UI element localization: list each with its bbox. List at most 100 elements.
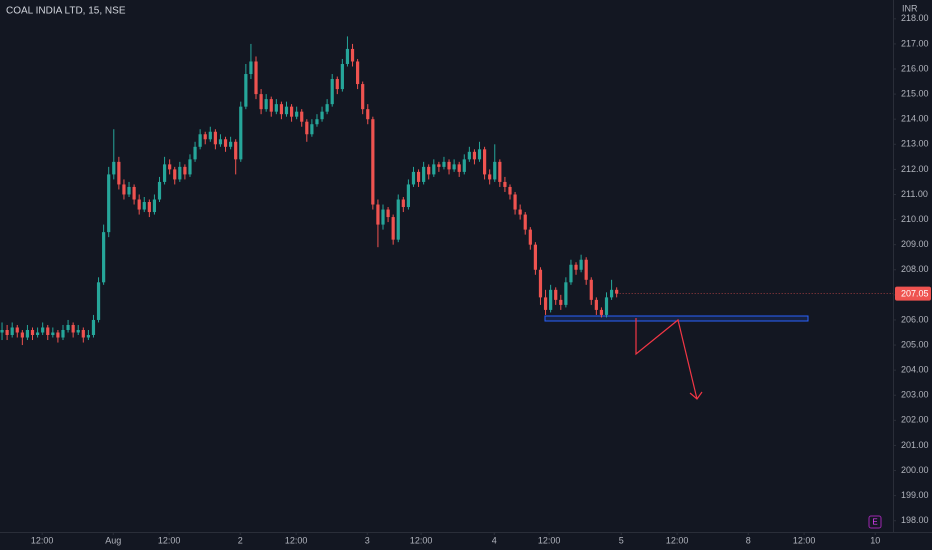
candle-body xyxy=(203,134,207,140)
candle-body xyxy=(518,209,522,215)
candle-body xyxy=(96,282,101,320)
candle-body xyxy=(193,146,197,160)
candle-body xyxy=(503,181,507,187)
candle-body xyxy=(411,171,416,185)
y-tick-label: 210.00 xyxy=(901,214,929,224)
y-tick-label: 208.00 xyxy=(901,264,929,274)
x-tick-label: 10 xyxy=(870,535,880,545)
candle-body xyxy=(391,217,395,240)
candle-body xyxy=(168,164,172,170)
candle-body xyxy=(162,164,167,182)
x-tick-label: 3 xyxy=(365,535,370,545)
candle-body xyxy=(609,289,614,298)
candle-body xyxy=(76,329,80,333)
candle-body xyxy=(335,79,339,90)
event-badge[interactable]: E xyxy=(872,518,877,527)
y-tick-label: 216.00 xyxy=(901,63,929,73)
candle-body xyxy=(157,181,162,200)
currency-label: INR xyxy=(902,3,918,13)
candle-body xyxy=(61,329,65,338)
candle-body xyxy=(56,332,60,338)
candle-body xyxy=(239,106,243,160)
y-tick-label: 200.00 xyxy=(901,465,929,475)
candle-body xyxy=(264,99,268,110)
candle-body xyxy=(569,264,573,283)
x-tick-label: 2 xyxy=(238,535,243,545)
y-tick-label: 218.00 xyxy=(901,13,929,23)
candle-body xyxy=(198,134,202,147)
x-tick-label: 12:00 xyxy=(158,535,181,545)
candle-body xyxy=(142,202,146,210)
candle-body xyxy=(447,161,451,170)
candle-body xyxy=(401,199,405,208)
y-tick-label: 198.00 xyxy=(901,515,929,525)
candle-body xyxy=(86,335,90,338)
candle-body xyxy=(320,111,324,120)
candle-body xyxy=(416,171,421,182)
y-tick-label: 205.00 xyxy=(901,339,929,349)
candle-body xyxy=(356,61,360,85)
candle-body xyxy=(25,329,30,338)
candle-body xyxy=(208,131,212,140)
y-tick-label: 201.00 xyxy=(901,440,929,450)
event-badge-box[interactable] xyxy=(868,515,882,529)
candle-body xyxy=(51,332,55,336)
y-tick-label: 206.00 xyxy=(901,314,929,324)
candle-body xyxy=(594,299,598,310)
candle-body xyxy=(305,121,309,135)
projection-path xyxy=(635,318,698,400)
y-tick-label: 199.00 xyxy=(901,490,929,500)
candle-body xyxy=(528,229,532,245)
candle-body xyxy=(30,329,35,336)
candle-body xyxy=(523,214,527,230)
candle-body xyxy=(498,161,502,182)
x-tick-label: Aug xyxy=(105,535,121,545)
candle-body xyxy=(396,199,400,240)
y-tick-label: 217.00 xyxy=(901,38,929,48)
candle-body xyxy=(442,161,446,167)
candle-body xyxy=(386,209,390,218)
candle-body xyxy=(259,94,263,110)
candle-body xyxy=(366,109,370,120)
candle-body xyxy=(10,327,14,336)
candle-body xyxy=(482,149,487,175)
candle-body xyxy=(330,79,334,105)
candle-body xyxy=(615,289,619,294)
arrow-head xyxy=(689,391,703,400)
candle-body xyxy=(152,199,157,213)
candle-body xyxy=(345,48,350,64)
y-tick-label: 202.00 xyxy=(901,415,929,425)
candle-body xyxy=(274,104,278,112)
candle-body xyxy=(477,149,482,160)
candle-body xyxy=(173,169,177,180)
candle-body xyxy=(543,297,548,310)
candle-body xyxy=(41,327,45,333)
candle-body xyxy=(284,106,289,115)
candle-body xyxy=(300,111,304,122)
last-price-box xyxy=(895,286,931,301)
y-tick-label: 214.00 xyxy=(901,114,929,124)
candle-body xyxy=(462,159,466,172)
candle-body xyxy=(223,139,228,147)
candle-body xyxy=(117,161,121,185)
candle-body xyxy=(457,164,461,172)
candle-body xyxy=(183,166,187,175)
last-price-label: 207.05 xyxy=(901,288,929,298)
candle-body xyxy=(538,269,543,298)
candle-body xyxy=(559,299,563,305)
x-tick-label: 12:00 xyxy=(666,535,689,545)
candle-body xyxy=(467,151,471,160)
candle-body xyxy=(564,282,568,305)
candle-body xyxy=(71,324,75,333)
candle-body xyxy=(554,289,558,300)
candle-body xyxy=(422,166,426,182)
candle-body xyxy=(599,309,604,315)
candle-body xyxy=(325,104,329,112)
candle-body xyxy=(213,131,217,145)
candle-body xyxy=(488,174,492,180)
candle-body xyxy=(20,332,24,338)
x-tick-label: 8 xyxy=(746,535,751,545)
candle-body xyxy=(295,111,299,117)
